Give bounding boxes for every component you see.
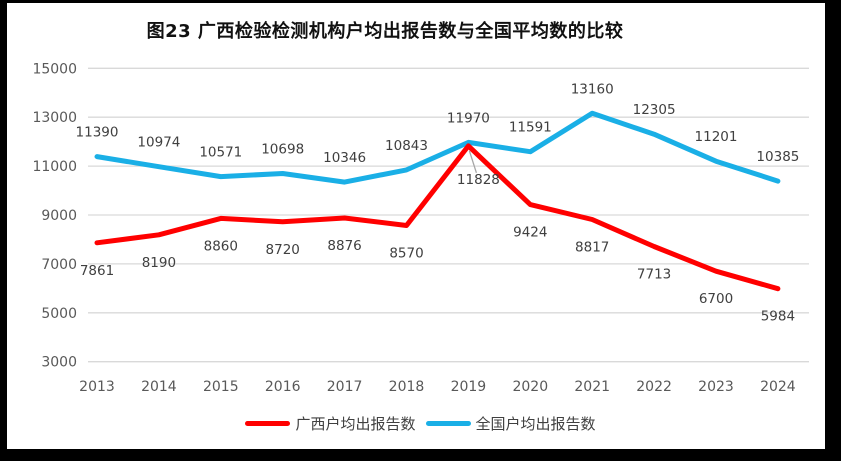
data-label: 10571 — [199, 145, 242, 161]
data-label: 10843 — [385, 138, 428, 154]
x-tick-label: 2024 — [760, 379, 796, 395]
legend-item-guangxi: 广西户均出报告数 — [245, 413, 416, 434]
legend: 广西户均出报告数 全国户均出报告数 — [0, 413, 841, 434]
data-label: 8570 — [389, 246, 423, 262]
data-label: 11201 — [695, 129, 738, 145]
data-label: 10346 — [323, 150, 366, 166]
guangxi-series-swatch — [245, 421, 291, 426]
data-label: 9424 — [513, 225, 547, 241]
x-tick-label: 2022 — [636, 379, 672, 395]
x-tick-label: 2013 — [79, 379, 115, 395]
data-label: 7713 — [637, 266, 671, 282]
data-label: 8860 — [204, 238, 238, 254]
data-label: 11591 — [509, 120, 552, 136]
data-label: 5984 — [761, 309, 795, 325]
data-label: 10385 — [756, 149, 799, 165]
data-label: 11828 — [457, 172, 500, 188]
data-label-leader-line — [468, 150, 478, 174]
frame-border-top — [0, 0, 841, 3]
x-tick-label: 2021 — [574, 379, 610, 395]
national-series-label: 全国户均出报告数 — [475, 415, 596, 433]
guangxi-line — [94, 143, 781, 292]
y-tick-label: 11000 — [32, 159, 77, 175]
guangxi-series-label: 广西户均出报告数 — [295, 415, 416, 433]
frame-border-left — [0, 0, 7, 461]
data-label: 8720 — [266, 242, 300, 258]
chart-title: 图23 广西检验检测机构户均出报告数与全国平均数的比较 — [146, 21, 624, 42]
data-label: 10698 — [261, 141, 304, 157]
x-tick-label: 2017 — [327, 379, 363, 395]
legend-item-national: 全国户均出报告数 — [425, 413, 596, 434]
data-label: 8817 — [575, 239, 609, 255]
data-label: 11970 — [447, 110, 490, 126]
data-label: 13160 — [571, 81, 614, 97]
data-label: 7861 — [80, 263, 114, 279]
x-tick-label: 2014 — [141, 379, 177, 395]
x-tick-label: 2023 — [698, 379, 734, 395]
national-line — [94, 110, 781, 185]
y-tick-label: 13000 — [32, 110, 77, 126]
data-label: 10974 — [137, 135, 180, 151]
y-tick-label: 9000 — [41, 208, 77, 224]
frame-border-bottom — [0, 449, 841, 461]
x-tick-label: 2019 — [451, 379, 487, 395]
data-label: 8190 — [142, 255, 176, 271]
x-tick-label: 2020 — [512, 379, 548, 395]
x-tick-label: 2016 — [265, 379, 301, 395]
data-label: 11390 — [76, 125, 119, 141]
y-tick-label: 3000 — [41, 355, 77, 371]
data-label: 6700 — [699, 291, 733, 307]
y-tick-label: 15000 — [32, 61, 77, 77]
national-series-swatch — [425, 421, 471, 426]
y-tick-label: 5000 — [41, 306, 77, 322]
frame-border-right — [825, 0, 841, 461]
x-tick-label: 2015 — [203, 379, 239, 395]
data-label: 12305 — [633, 102, 676, 118]
y-tick-label: 7000 — [41, 257, 77, 273]
x-tick-label: 2018 — [389, 379, 425, 395]
data-label: 8876 — [327, 238, 361, 254]
